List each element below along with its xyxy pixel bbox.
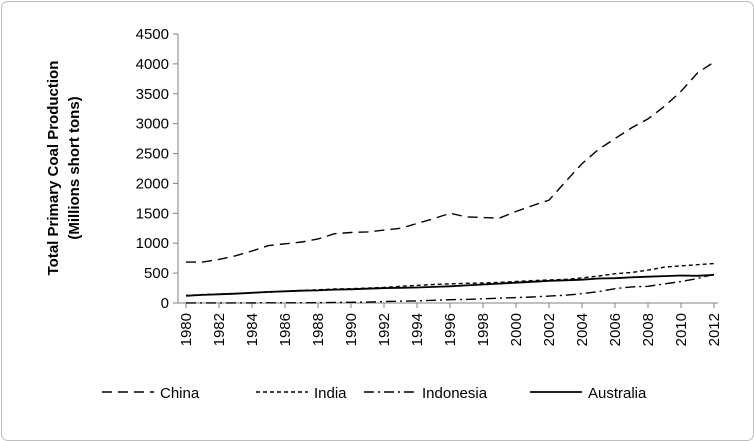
y-axis-title: Total Primary Coal Production (Millions … [45,61,83,276]
legend-label-indonesia: Indonesia [422,385,488,402]
x-tick-label: 1996 [442,313,459,346]
x-tick-label: 2012 [706,313,723,346]
y-tick-label: 1500 [136,205,169,222]
y-tick-label: 2000 [136,175,169,192]
x-tick-label: 1986 [277,313,294,346]
y-axis-title-line-2: (Millions short tons) [66,96,83,239]
y-axis-title-line-1: Total Primary Coal Production [45,61,62,276]
x-tick-label: 1982 [211,313,228,346]
legend-label-india: India [314,385,347,402]
x-tick-label: 1998 [475,313,492,346]
y-tick-label: 1000 [136,235,169,252]
legend: China India Indonesia Australia [102,385,647,402]
y-tick-label: 2500 [136,146,169,163]
x-tick-label: 1980 [178,313,195,346]
series-line-indonesia [186,273,715,304]
y-tick-label: 4000 [136,56,169,73]
x-axis-ticks: 1980 1982 1984 1986 1988 1990 1992 1994 1996 1998… [178,303,723,346]
x-tick-label: 2010 [673,313,690,346]
series-line-australia [185,274,715,297]
series-lines [185,61,715,304]
x-tick-label: 1984 [244,313,261,346]
y-tick-label: 3000 [136,116,169,133]
y-tick-label: 500 [144,265,169,282]
x-tick-label: 2002 [541,313,558,346]
x-tick-label: 1992 [376,313,393,346]
x-tick-label: 2000 [508,313,525,346]
x-tick-label: 2008 [640,313,657,346]
y-tick-label: 0 [161,295,169,312]
y-tick-label: 3500 [136,86,169,103]
x-tick-label: 1990 [343,313,360,346]
y-axis-ticks: 0 500 1000 1500 2000 2500 3000 3500 4000 4500 [136,26,178,312]
x-tick-label: 2004 [574,313,591,346]
series-line-china [186,61,715,263]
legend-label-australia: Australia [588,385,647,402]
legend-label-china: China [160,385,200,402]
x-tick-label: 1988 [310,313,327,346]
x-tick-label: 2006 [607,313,624,346]
x-tick-label: 1994 [409,313,426,346]
series-line-india [185,262,715,297]
y-tick-label: 4500 [136,26,169,43]
